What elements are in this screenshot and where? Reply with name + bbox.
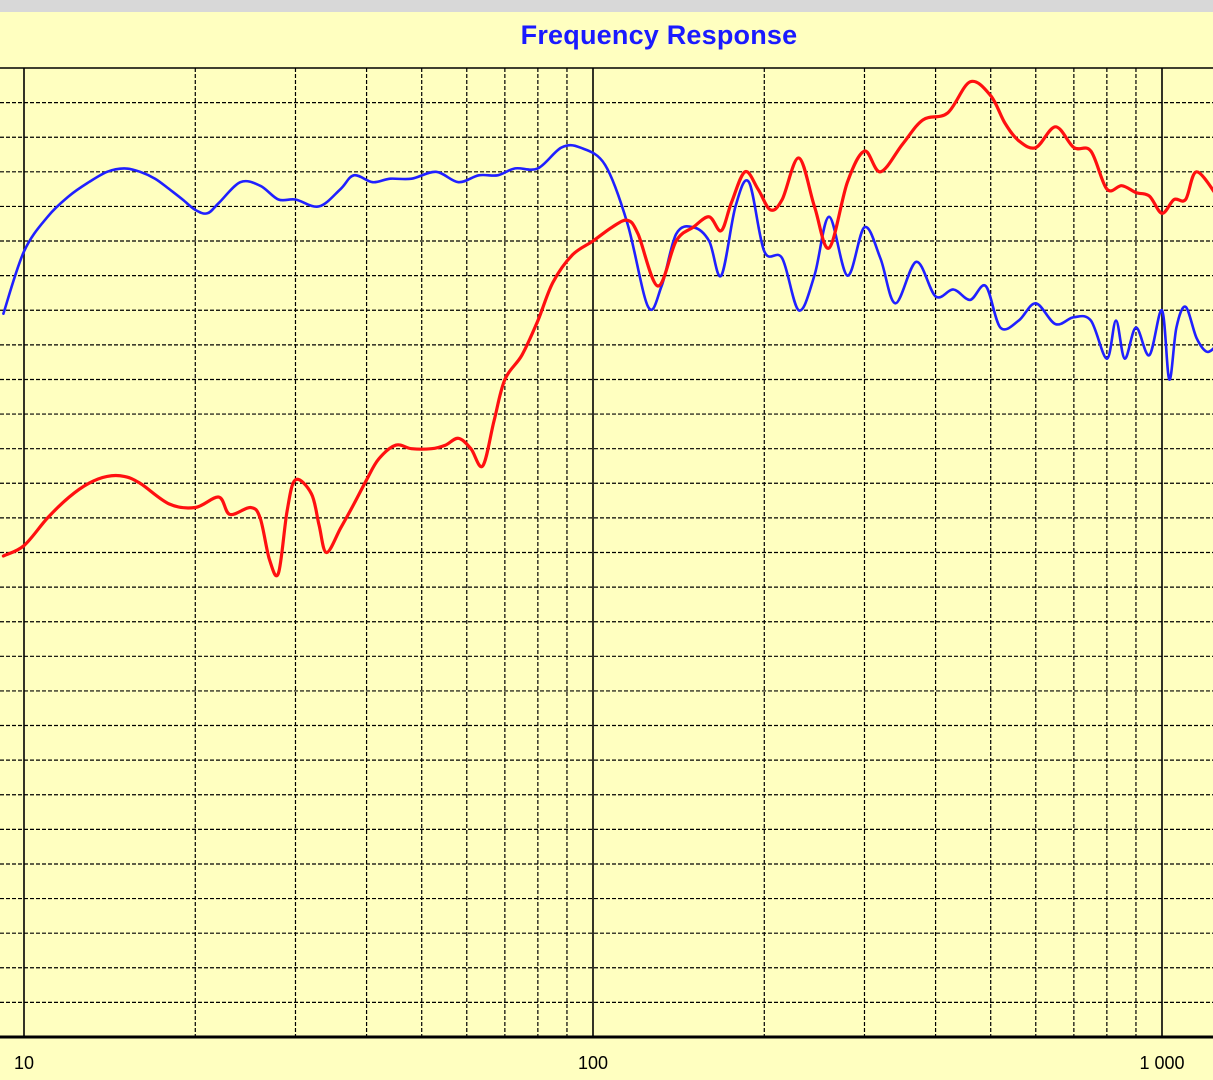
grid bbox=[0, 68, 1213, 1037]
series-line-red bbox=[1, 79, 1213, 578]
x-tick-label: 1 000 bbox=[1139, 1053, 1184, 1073]
x-tick-label: 100 bbox=[578, 1053, 608, 1073]
x-tick-label: 10 bbox=[14, 1053, 34, 1073]
chart-title: Frequency Response bbox=[520, 20, 798, 50]
top-strip bbox=[0, 0, 1213, 12]
tick-labels: 10 100 1 000 bbox=[14, 1053, 1185, 1073]
chart-panel: Frequency Response bbox=[0, 12, 1213, 1080]
series-line-blue bbox=[2, 143, 1213, 381]
series-layer bbox=[1, 79, 1213, 578]
axes bbox=[0, 67, 1213, 1039]
